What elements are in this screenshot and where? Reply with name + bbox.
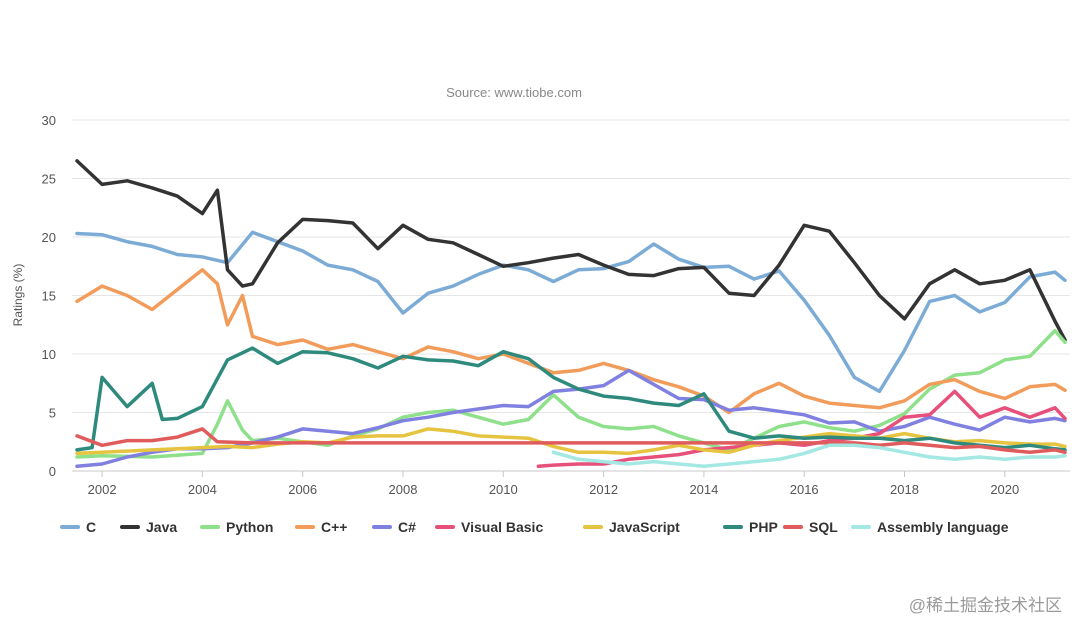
legend-label: Java [146, 519, 177, 535]
x-tick-label: 2018 [890, 482, 919, 497]
x-tick-label: 2014 [689, 482, 718, 497]
legend-label: SQL [809, 519, 838, 535]
legend-label: C++ [321, 519, 347, 535]
y-tick-label: 10 [42, 347, 56, 362]
legend-item-python[interactable]: Python [200, 519, 273, 535]
x-tick-label: 2002 [88, 482, 117, 497]
legend-label: Visual Basic [461, 519, 543, 535]
legend-label: Assembly language [877, 519, 1009, 535]
series-line-php [75, 346, 1067, 452]
y-tick-label: 30 [42, 113, 56, 128]
y-axis-title: Ratings (%) [11, 264, 25, 327]
y-tick-label: 20 [42, 230, 56, 245]
legend-label: JavaScript [609, 519, 680, 535]
legend-item-php[interactable]: PHP [723, 519, 778, 535]
watermark: @稀土掘金技术社区 [909, 596, 1062, 615]
legend-item-java[interactable]: Java [120, 519, 177, 535]
x-tick-label: 2016 [790, 482, 819, 497]
chart-subtitle: Source: www.tiobe.com [446, 85, 582, 100]
legend-item-javascript[interactable]: JavaScript [583, 519, 680, 535]
x-axis-ticks: 2002 2004 2006 2008 2010 2012 2014 2016 2018 2020 [88, 471, 1019, 497]
series-line-sql [75, 427, 1067, 455]
legend-item-visual-basic[interactable]: Visual Basic [435, 519, 543, 535]
series-line-java [75, 159, 1067, 342]
series-line-visual-basic [536, 389, 1067, 469]
y-tick-label: 5 [49, 406, 56, 421]
y-axis-ticks: 0 5 10 15 20 25 30 [42, 113, 56, 479]
legend-item-sql[interactable]: SQL [783, 519, 838, 535]
y-tick-label: 15 [42, 289, 56, 304]
legend-label: C [86, 519, 96, 535]
legend-item-c[interactable]: C [60, 519, 96, 535]
x-tick-label: 2004 [188, 482, 217, 497]
legend-label: C# [398, 519, 416, 535]
series-line-c- [75, 268, 1067, 415]
legend-label: Python [226, 519, 273, 535]
series-line-c [75, 230, 1067, 394]
x-tick-label: 2012 [589, 482, 618, 497]
legend-label: PHP [749, 519, 778, 535]
x-tick-label: 2006 [288, 482, 317, 497]
legend[interactable]: C Java Python C++ C# Visual Basic JavaScript PH… [60, 519, 1009, 535]
series-lines [75, 159, 1067, 469]
x-tick-label: 2008 [389, 482, 418, 497]
x-tick-label: 2010 [489, 482, 518, 497]
legend-item-c-[interactable]: C++ [295, 519, 347, 535]
series-line-python [75, 328, 1067, 459]
legend-item-assembly-language[interactable]: Assembly language [851, 519, 1009, 535]
x-tick-label: 2020 [990, 482, 1019, 497]
y-tick-label: 25 [42, 172, 56, 187]
legend-item-c-[interactable]: C# [372, 519, 416, 535]
y-tick-label: 0 [49, 464, 56, 479]
series-line-assembly-language [551, 443, 1067, 469]
